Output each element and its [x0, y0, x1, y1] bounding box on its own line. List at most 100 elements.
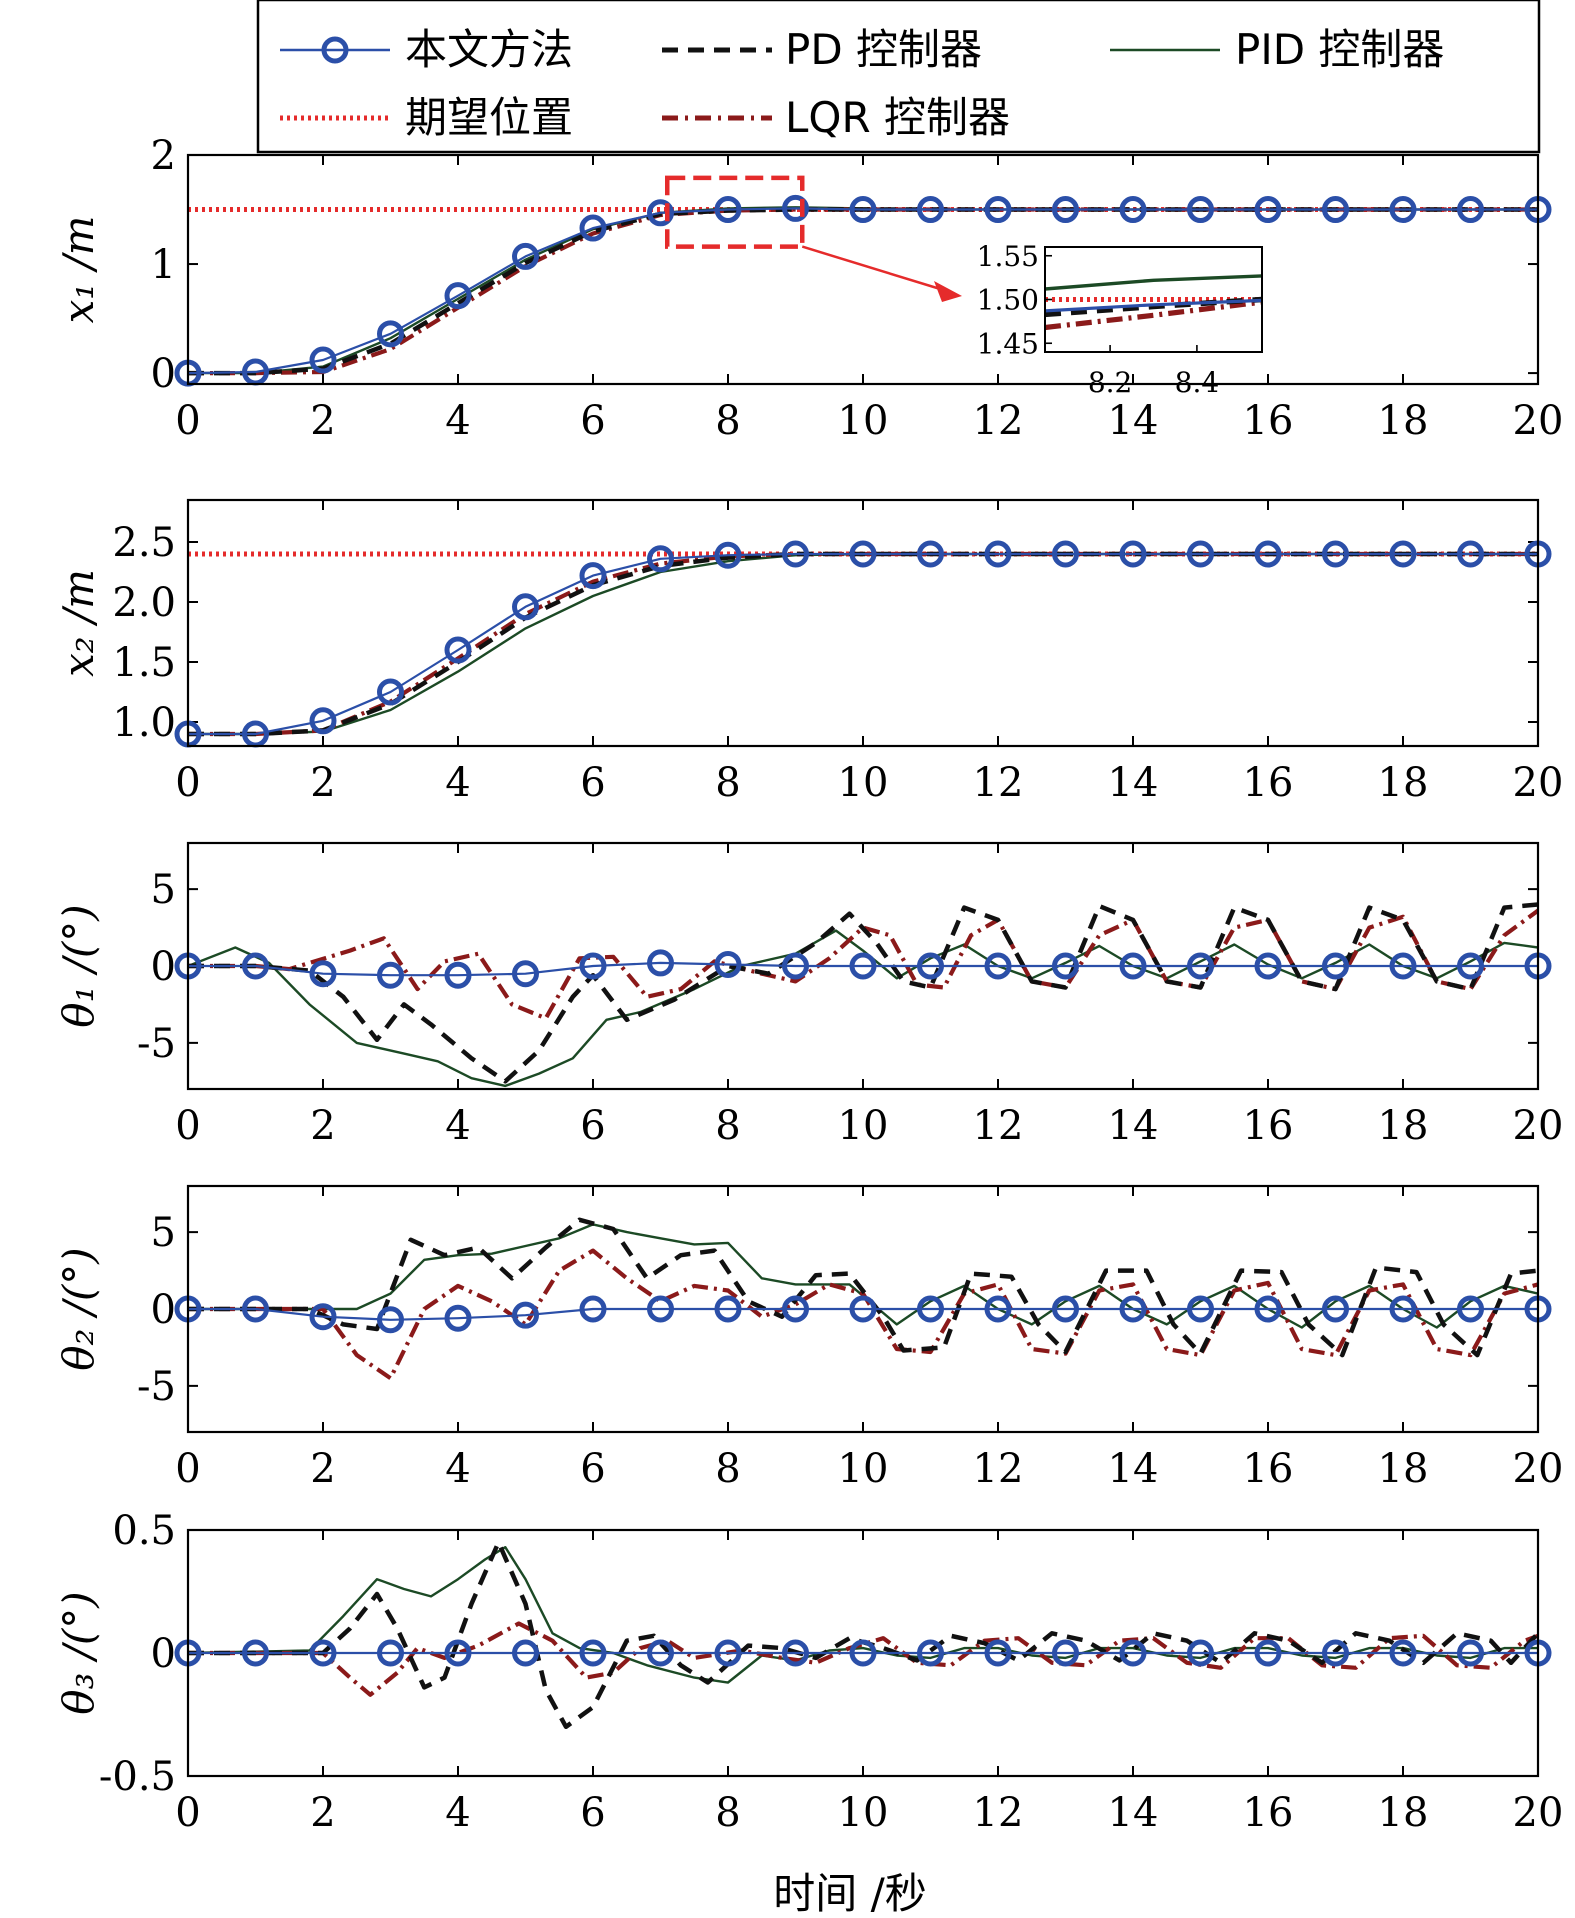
zoom-arrow-line [801, 245, 951, 294]
series-marker-proposed [1322, 1639, 1349, 1667]
series-marker-proposed [1457, 196, 1484, 224]
chart-panel-4: 0 2 4 6 8 10 12 14 16 18 20 -5 0 5 θ₂ /(°) [54, 1184, 1563, 1492]
series-marker-proposed [782, 952, 809, 980]
series-marker-proposed [579, 214, 607, 242]
x-tick-label: 14 [1108, 760, 1159, 806]
x-tick-label: 16 [1243, 1446, 1294, 1492]
x-tick-label: 6 [580, 760, 605, 806]
x-tick-label: 12 [973, 398, 1024, 444]
plot-area [188, 1217, 1538, 1381]
series-marker-proposed [1457, 1639, 1484, 1667]
x-tick-label: 10 [838, 398, 889, 444]
series-marker-proposed [309, 707, 337, 735]
series-marker-proposed [714, 950, 742, 978]
x-tick-label: 4 [445, 1790, 470, 1836]
x-tick-label: 0 [175, 1103, 200, 1149]
series-marker-proposed [1187, 1295, 1214, 1323]
series-marker-proposed [512, 1301, 539, 1329]
y-tick-label: 2 [151, 133, 176, 179]
x-tick-label: 18 [1378, 398, 1429, 444]
series-marker-proposed [444, 282, 472, 310]
x-tick-label: 14 [1108, 1103, 1159, 1149]
series-marker-proposed [849, 196, 877, 224]
series-marker-proposed [782, 1639, 809, 1667]
series-marker-proposed [377, 678, 404, 706]
plot-frame [186, 1184, 1540, 1434]
series-line-pd [188, 902, 1538, 1084]
series-marker-proposed [309, 1639, 337, 1667]
plot-area [188, 902, 1538, 1088]
series-line-lqr [188, 1248, 1538, 1381]
series-marker-proposed [1187, 196, 1214, 224]
series-marker-proposed [1187, 952, 1214, 980]
series-marker-proposed [1187, 1639, 1214, 1667]
chart-panel-3: 0 2 4 6 8 10 12 14 16 18 20 -5 0 5 θ₁ /(°) [54, 841, 1563, 1149]
series-line-proposed [188, 552, 1538, 736]
series-marker-proposed [1052, 196, 1079, 224]
series-marker-proposed [1389, 540, 1417, 568]
series-line-pid [188, 206, 1538, 375]
series-marker-proposed [1322, 196, 1349, 224]
inset-series-line-proposed [1045, 298, 1262, 313]
series-marker-proposed [917, 196, 944, 224]
series-line-pd [188, 1217, 1538, 1358]
series-marker-proposed [444, 1304, 472, 1332]
series-marker-proposed [309, 1303, 337, 1331]
series-line-pd [188, 551, 1538, 737]
series-marker-proposed [917, 952, 944, 980]
x-tick-label: 16 [1243, 398, 1294, 444]
series-marker-proposed [1254, 1639, 1282, 1667]
x-tick-label: 12 [973, 1790, 1024, 1836]
series-marker-proposed [1254, 1295, 1282, 1323]
x-tick-label: 14 [1108, 1790, 1159, 1836]
y-tick-label: 1.0 [112, 700, 176, 746]
chart-panel-5: 0 2 4 6 8 10 12 14 16 18 20-0.500.5θ₃ /(°) [54, 1508, 1563, 1836]
inset-chart: 8.2 8.4 1.55 1.50 1.45 [977, 240, 1263, 399]
series-marker-proposed [1389, 1639, 1417, 1667]
series-marker-proposed [1322, 1295, 1349, 1323]
legend-label-target: 期望位置 [405, 93, 573, 142]
x-tick-label: 10 [838, 760, 889, 806]
series-marker-proposed [782, 1295, 809, 1323]
series-marker-proposed [984, 952, 1012, 980]
series-marker-proposed [377, 320, 404, 348]
x-tick-label: 16 [1243, 1790, 1294, 1836]
series-marker-proposed [1457, 540, 1484, 568]
series-marker-proposed [1457, 1295, 1484, 1323]
x-tick-label: 2 [310, 1103, 335, 1149]
y-tick-label: -5 [137, 1364, 176, 1410]
series-marker-proposed [714, 1639, 742, 1667]
x-tick-label: 16 [1243, 760, 1294, 806]
series-marker-proposed [849, 1295, 877, 1323]
y-tick-label: 1 [151, 242, 176, 288]
x-tick-label: 0 [175, 1790, 200, 1836]
x-tick-label: 20 [1513, 1790, 1564, 1836]
y-axis-label: θ₁ /(°) [54, 904, 103, 1027]
x-tick-label: 4 [445, 398, 470, 444]
chart-panel-2: 0 2 4 6 8 10 12 14 16 18 20 1.0 1.5 2.0 2.5x₂ /m [54, 498, 1563, 806]
x-tick-label: 14 [1108, 398, 1159, 444]
series-marker-proposed [579, 952, 607, 980]
x-tick-label: 12 [973, 1446, 1024, 1492]
series-marker-proposed [1322, 540, 1349, 568]
series-line-lqr [188, 551, 1538, 737]
series-marker-proposed [242, 1295, 269, 1323]
legend: 本文方法 PD 控制器 PID 控制器 期望位置 LQR 控制器 [256, 0, 1541, 154]
plot-area [188, 1540, 1538, 1730]
series-marker-proposed [647, 199, 674, 227]
x-tick-label: 2 [310, 760, 335, 806]
x-tick-label: 4 [445, 1446, 470, 1492]
series-marker-proposed [849, 540, 877, 568]
x-tick-label: 0 [175, 1446, 200, 1492]
y-axis-label: x₁ /m [54, 216, 103, 324]
series-marker-proposed [1254, 540, 1282, 568]
x-tick-label: 14 [1108, 1446, 1159, 1492]
plot-frame [186, 498, 1540, 748]
plot-frame [186, 1528, 1540, 1778]
series-marker-proposed [917, 540, 944, 568]
y-tick-label: 0 [151, 351, 176, 397]
series-marker-proposed [242, 952, 269, 980]
series-line-proposed [188, 961, 1538, 977]
series-marker-proposed [444, 636, 472, 664]
